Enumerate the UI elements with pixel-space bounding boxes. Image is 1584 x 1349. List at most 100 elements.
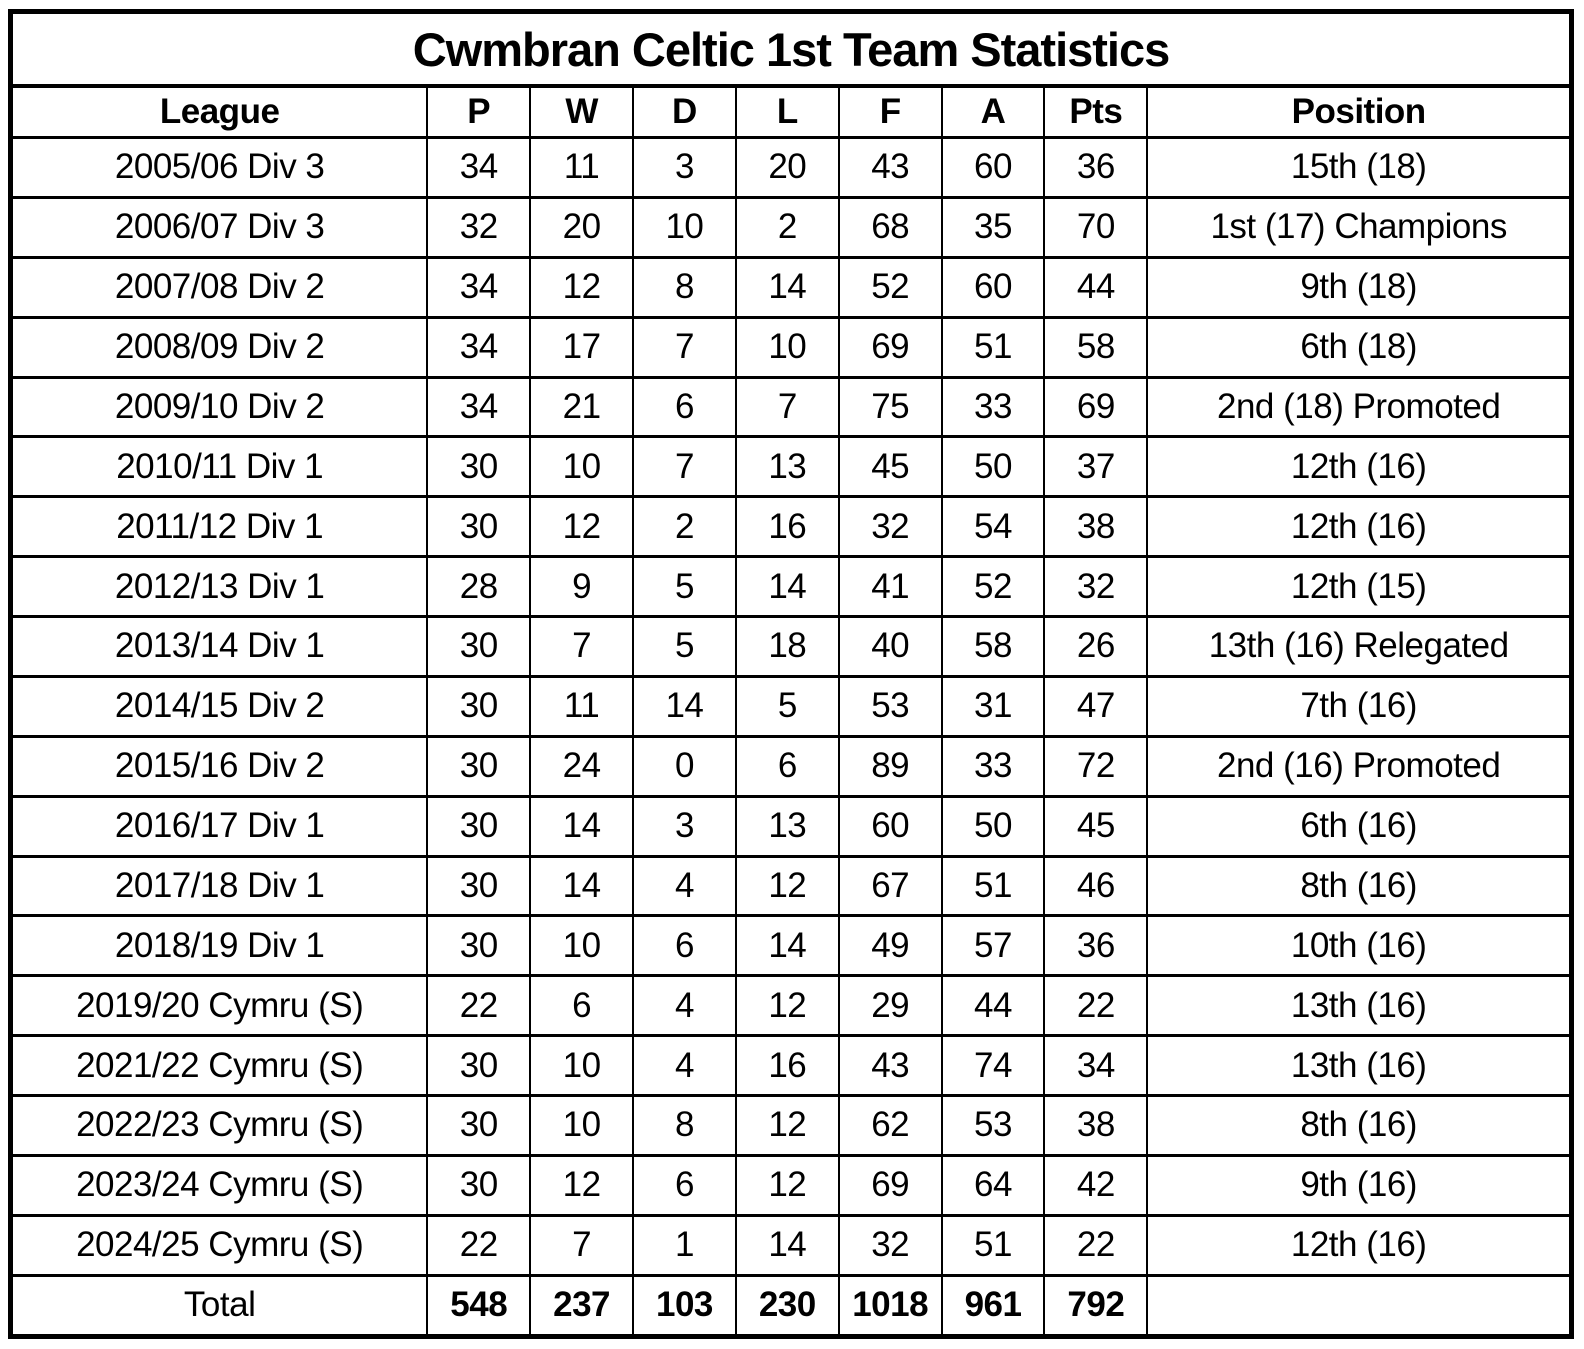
- stat-cell-f: 62: [837, 1094, 943, 1157]
- stat-cell-d: 10: [632, 195, 737, 259]
- table-row: 2017/18 Div 1 30 14 4 12 67 51 46 8th (16): [9, 854, 1573, 918]
- column-header-a: A: [940, 84, 1046, 139]
- stat-cell-a: 58: [940, 615, 1046, 678]
- stat-cell-p: 30: [426, 615, 532, 678]
- stat-cell-l: 14: [734, 1213, 840, 1277]
- league-cell: 2006/07 Div 3: [9, 195, 429, 259]
- stat-cell-l: 16: [734, 1034, 840, 1097]
- position-cell: 2nd (18) Promoted: [1146, 375, 1573, 439]
- stat-cell-f: 49: [837, 914, 943, 978]
- stat-cell-l: 14: [734, 914, 840, 978]
- league-cell: 2022/23 Cymru (S): [9, 1094, 429, 1157]
- stat-cell-p: 30: [426, 914, 532, 978]
- stat-cell-a: 53: [940, 1094, 1046, 1157]
- league-cell: 2008/09 Div 2: [9, 315, 429, 379]
- stat-cell-l: 12: [734, 974, 840, 1038]
- column-header-position: Position: [1146, 84, 1573, 139]
- league-cell: 2014/15 Div 2: [9, 674, 429, 738]
- stat-cell-w: 12: [529, 1153, 635, 1217]
- league-cell: 2016/17 Div 1: [9, 794, 429, 858]
- stat-cell-a: 51: [940, 1213, 1046, 1277]
- table-row: 2011/12 Div 1 30 12 2 16 32 54 38 12th (16): [9, 495, 1573, 559]
- total-stat-cell-a: 961: [940, 1273, 1046, 1339]
- stat-cell-p: 34: [426, 136, 532, 199]
- column-header-f: F: [837, 84, 943, 139]
- table-row: 2005/06 Div 3 34 11 3 20 43 60 36 15th (18): [9, 136, 1573, 199]
- stat-cell-l: 16: [734, 495, 840, 559]
- stat-cell-l: 14: [734, 555, 840, 618]
- stat-cell-f: 43: [837, 1034, 943, 1097]
- league-cell: 2019/20 Cymru (S): [9, 974, 429, 1038]
- stat-cell-w: 24: [529, 734, 635, 798]
- table-row: 2023/24 Cymru (S) 30 12 6 12 69 64 42 9th (16): [9, 1153, 1573, 1217]
- table-row: 2006/07 Div 3 32 20 10 2 68 35 70 1st (17) Champ…: [9, 195, 1573, 259]
- stat-cell-f: 32: [837, 1213, 943, 1277]
- stat-cell-a: 57: [940, 914, 1046, 978]
- position-cell: 10th (16): [1146, 914, 1573, 978]
- total-stat-cell-p: 548: [426, 1273, 532, 1339]
- stat-cell-w: 21: [529, 375, 635, 439]
- stat-cell-w: 11: [529, 674, 635, 738]
- stat-cell-w: 10: [529, 1094, 635, 1157]
- stat-cell-p: 30: [426, 1153, 532, 1217]
- position-cell: 6th (16): [1146, 794, 1573, 858]
- position-cell: 13th (16) Relegated: [1146, 615, 1573, 678]
- stat-cell-d: 4: [632, 1034, 737, 1097]
- league-cell: 2018/19 Div 1: [9, 914, 429, 978]
- league-cell: 2017/18 Div 1: [9, 854, 429, 918]
- stat-cell-p: 30: [426, 1034, 532, 1097]
- position-cell: 12th (15): [1146, 555, 1573, 618]
- stat-cell-pts: 22: [1043, 1213, 1149, 1277]
- stat-cell-d: 5: [632, 555, 737, 618]
- stat-cell-pts: 36: [1043, 136, 1149, 199]
- column-header-d: D: [632, 84, 737, 139]
- league-cell: 2010/11 Div 1: [9, 435, 429, 499]
- stat-cell-a: 60: [940, 255, 1046, 319]
- page-title: Cwmbran Celtic 1st Team Statistics: [9, 10, 1573, 88]
- league-cell: 2012/13 Div 1: [9, 555, 429, 618]
- stat-cell-w: 7: [529, 1213, 635, 1277]
- column-header-w: W: [529, 84, 635, 139]
- stat-cell-w: 9: [529, 555, 635, 618]
- stat-cell-pts: 34: [1043, 1034, 1149, 1097]
- stat-cell-pts: 47: [1043, 674, 1149, 738]
- stat-cell-pts: 22: [1043, 974, 1149, 1038]
- league-cell: 2005/06 Div 3: [9, 136, 429, 199]
- stat-cell-d: 1: [632, 1213, 737, 1277]
- position-cell: 9th (16): [1146, 1153, 1573, 1217]
- stat-cell-w: 12: [529, 495, 635, 559]
- stat-cell-pts: 72: [1043, 734, 1149, 798]
- stat-cell-pts: 37: [1043, 435, 1149, 499]
- stat-cell-d: 3: [632, 136, 737, 199]
- column-header-p: P: [426, 84, 532, 139]
- table-row: 2013/14 Div 1 30 7 5 18 40 58 26 13th (16) Releg…: [9, 615, 1573, 678]
- stat-cell-a: 64: [940, 1153, 1046, 1217]
- stat-cell-l: 18: [734, 615, 840, 678]
- stat-cell-a: 51: [940, 854, 1046, 918]
- stat-cell-d: 6: [632, 375, 737, 439]
- stat-cell-a: 50: [940, 794, 1046, 858]
- stat-cell-f: 68: [837, 195, 943, 259]
- stat-cell-pts: 38: [1043, 495, 1149, 559]
- stat-cell-d: 6: [632, 914, 737, 978]
- league-cell: 2009/10 Div 2: [9, 375, 429, 439]
- total-stat-cell-l: 230: [734, 1273, 840, 1339]
- league-cell: 2021/22 Cymru (S): [9, 1034, 429, 1097]
- stat-cell-p: 30: [426, 495, 532, 559]
- column-header-l: L: [734, 84, 840, 139]
- stat-cell-pts: 69: [1043, 375, 1149, 439]
- league-cell: 2007/08 Div 2: [9, 255, 429, 319]
- total-stat-cell-pts: 792: [1043, 1273, 1149, 1339]
- stat-cell-l: 2: [734, 195, 840, 259]
- total-stat-cell-w: 237: [529, 1273, 635, 1339]
- stat-cell-p: 30: [426, 854, 532, 918]
- position-cell: 12th (16): [1146, 495, 1573, 559]
- stat-cell-d: 5: [632, 615, 737, 678]
- stat-cell-pts: 44: [1043, 255, 1149, 319]
- stat-cell-l: 20: [734, 136, 840, 199]
- stat-cell-w: 17: [529, 315, 635, 379]
- table-row: 2016/17 Div 1 30 14 3 13 60 50 45 6th (16): [9, 794, 1573, 858]
- stat-cell-p: 34: [426, 315, 532, 379]
- column-header-pts: Pts: [1043, 84, 1149, 139]
- stat-cell-d: 8: [632, 1094, 737, 1157]
